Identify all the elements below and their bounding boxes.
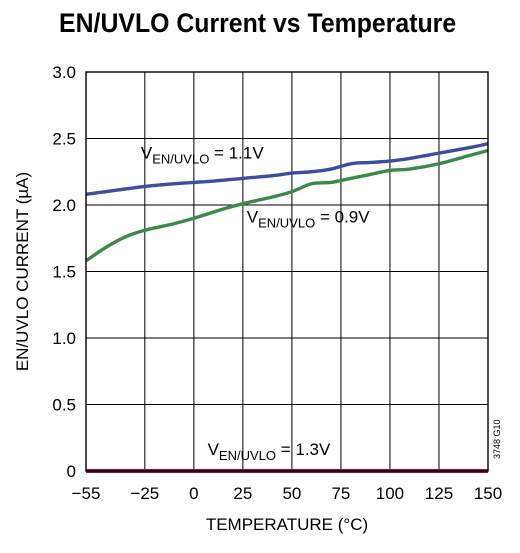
y-tick-label: 0 — [67, 462, 76, 481]
series-label-1-3v: VEN/UVLO = 1.3V — [208, 440, 331, 463]
y-tick-label: 3.0 — [52, 63, 76, 82]
chart-title: EN/UVLO Current vs Temperature — [59, 8, 457, 38]
x-tick-label: 75 — [331, 484, 350, 503]
x-tick-label: 125 — [425, 484, 453, 503]
x-tick-label: 100 — [376, 484, 404, 503]
grid — [85, 71, 489, 472]
x-tick-label: −55 — [72, 484, 101, 503]
series-line-1-1v — [85, 142, 489, 197]
x-axis-label: TEMPERATURE (°C) — [206, 515, 368, 534]
x-tick-label: −25 — [130, 484, 159, 503]
y-tick-label: 1.0 — [52, 329, 76, 348]
x-tick-label: 50 — [282, 484, 301, 503]
x-tick-label: 25 — [233, 484, 252, 503]
y-tick-label: 0.5 — [52, 396, 76, 415]
series-line-0-9v — [85, 148, 489, 263]
series-layer — [85, 142, 489, 474]
y-tick-label: 2.5 — [52, 130, 76, 149]
x-tick-label: 0 — [189, 484, 198, 503]
y-axis-label: EN/UVLO CURRENT (µA) — [13, 172, 32, 371]
series-label-1-1v: VEN/UVLO = 1.1V — [141, 143, 264, 166]
y-tick-label: 2.0 — [52, 196, 76, 215]
x-tick-label: 150 — [474, 484, 502, 503]
y-tick-label: 1.5 — [52, 263, 76, 282]
plot-frame — [85, 71, 489, 472]
series-label-0-9v: VEN/UVLO = 0.9V — [247, 207, 370, 230]
tick-labels: −55 −25 0 25 50 75 100 125 150 0 0.5 1.0 1.5 2.0 2.5 3.… — [52, 63, 502, 503]
figure-id: 3748 G10 — [492, 419, 502, 459]
